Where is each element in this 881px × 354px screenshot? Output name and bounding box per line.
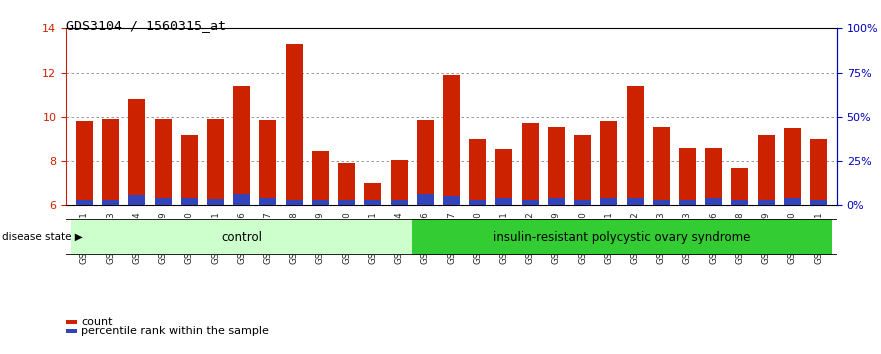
Bar xyxy=(76,200,93,205)
Bar xyxy=(390,160,408,205)
Bar xyxy=(758,200,774,205)
Bar xyxy=(653,127,670,205)
Text: disease state ▶: disease state ▶ xyxy=(2,232,83,242)
Bar xyxy=(810,200,827,205)
Bar xyxy=(181,198,198,205)
Bar xyxy=(679,148,696,205)
Bar xyxy=(548,127,565,205)
Bar xyxy=(259,198,277,205)
Bar xyxy=(338,200,355,205)
Bar xyxy=(390,200,408,205)
Bar xyxy=(626,198,644,205)
Bar xyxy=(784,198,801,205)
Bar xyxy=(810,139,827,205)
Bar xyxy=(102,200,119,205)
Bar xyxy=(574,200,591,205)
Bar xyxy=(522,200,538,205)
Bar xyxy=(705,148,722,205)
Bar xyxy=(233,86,250,205)
Bar xyxy=(365,200,381,205)
Bar xyxy=(259,120,277,205)
Bar xyxy=(417,194,433,205)
Bar xyxy=(679,200,696,205)
Bar xyxy=(626,86,644,205)
Bar xyxy=(412,219,832,255)
Bar xyxy=(470,200,486,205)
Bar xyxy=(233,194,250,205)
Bar xyxy=(285,44,303,205)
Bar xyxy=(705,198,722,205)
Bar xyxy=(181,135,198,205)
Bar xyxy=(495,149,513,205)
Bar xyxy=(338,163,355,205)
Bar xyxy=(600,198,618,205)
Bar xyxy=(129,195,145,205)
Bar xyxy=(154,119,172,205)
Bar xyxy=(417,120,433,205)
Text: insulin-resistant polycystic ovary syndrome: insulin-resistant polycystic ovary syndr… xyxy=(493,231,751,244)
Bar xyxy=(443,196,460,205)
Bar xyxy=(207,199,224,205)
Text: percentile rank within the sample: percentile rank within the sample xyxy=(81,326,269,336)
Bar xyxy=(522,124,538,205)
Bar xyxy=(784,128,801,205)
Text: count: count xyxy=(81,317,113,327)
Bar xyxy=(207,119,224,205)
Bar xyxy=(154,198,172,205)
Bar xyxy=(312,200,329,205)
Bar xyxy=(129,99,145,205)
Bar xyxy=(574,135,591,205)
Bar xyxy=(470,139,486,205)
Bar xyxy=(495,198,513,205)
Bar xyxy=(653,200,670,205)
Bar xyxy=(312,151,329,205)
Bar xyxy=(71,219,412,255)
Bar xyxy=(600,121,618,205)
Text: control: control xyxy=(221,231,263,244)
Bar xyxy=(731,168,749,205)
Bar xyxy=(102,119,119,205)
Bar xyxy=(443,75,460,205)
Bar xyxy=(365,183,381,205)
Text: GDS3104 / 1560315_at: GDS3104 / 1560315_at xyxy=(66,19,226,33)
Bar xyxy=(548,198,565,205)
Bar xyxy=(285,200,303,205)
Bar xyxy=(758,135,774,205)
Bar xyxy=(76,121,93,205)
Bar xyxy=(731,200,749,205)
